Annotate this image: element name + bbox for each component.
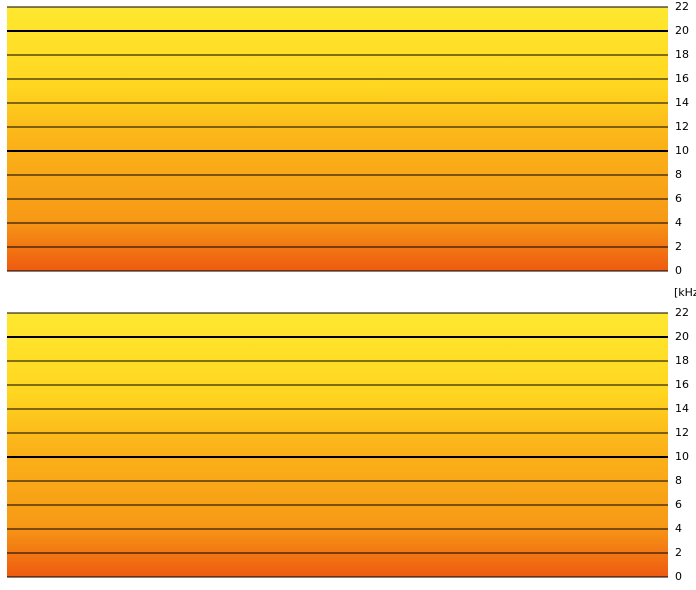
y-tick-label: 12	[675, 120, 689, 133]
y-tick-label: 18	[675, 48, 689, 61]
y-tick-label: 6	[675, 498, 682, 511]
y-tick-label: 18	[675, 354, 689, 367]
y-tick-label: 8	[675, 474, 682, 487]
y-tick-label: 0	[675, 264, 682, 277]
y-tick-label: 10	[675, 450, 689, 463]
y-tick-label: 0	[675, 570, 682, 583]
y-tick-label: 4	[675, 522, 682, 535]
y-tick-label: 6	[675, 192, 682, 205]
y-tick-label: 14	[675, 402, 689, 415]
y-tick-label: 2	[675, 240, 682, 253]
spectrogram-panel	[7, 7, 668, 271]
y-tick-label: 20	[675, 24, 689, 37]
y-tick-label: 16	[675, 378, 689, 391]
y-tick-label: 20	[675, 330, 689, 343]
y-tick-label: 22	[675, 0, 689, 13]
y-tick-label: 16	[675, 72, 689, 85]
y-tick-label: 2	[675, 546, 682, 559]
y-tick-label: 12	[675, 426, 689, 439]
y-tick-label: 10	[675, 144, 689, 157]
y-tick-label: 14	[675, 96, 689, 109]
y-tick-label: 4	[675, 216, 682, 229]
y-tick-label: 22	[675, 306, 689, 319]
spectrogram-panel	[7, 313, 668, 577]
y-tick-label: 8	[675, 168, 682, 181]
y-axis-unit: [kHz	[674, 286, 696, 299]
